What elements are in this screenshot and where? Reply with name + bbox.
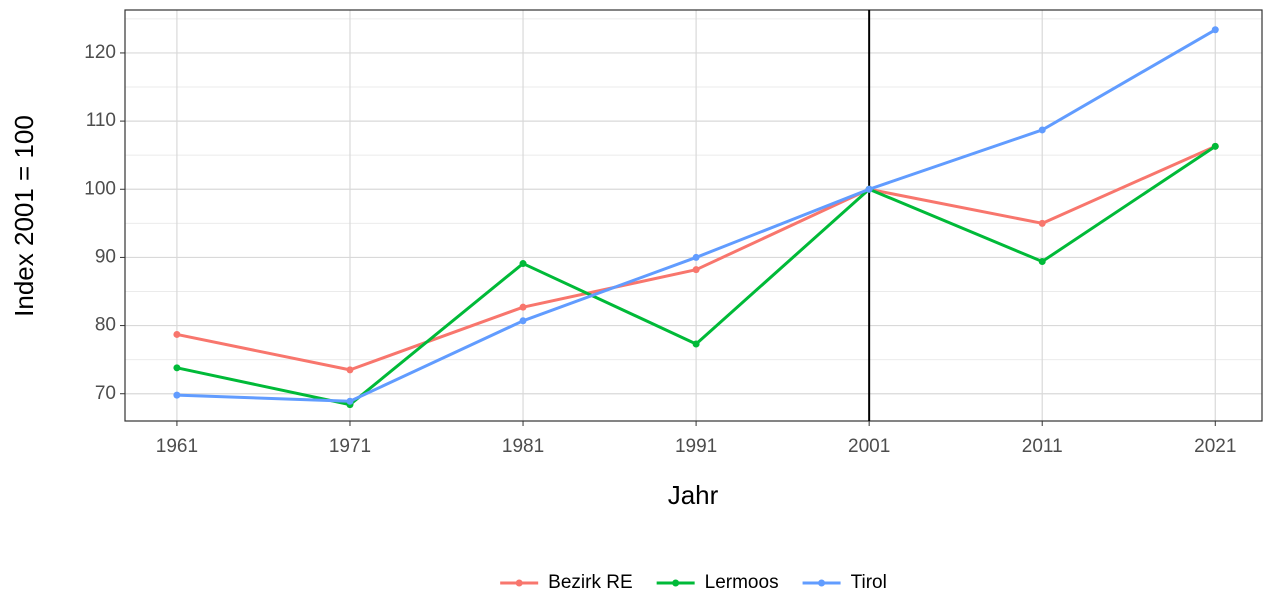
y-tick-label: 90	[95, 246, 116, 267]
x-tick-label: 1961	[156, 436, 198, 457]
x-tick-label: 2021	[1194, 436, 1236, 457]
panel-border	[124, 9, 1263, 422]
data-point	[1211, 142, 1219, 150]
y-axis-title: Index 2001 = 100	[9, 115, 39, 317]
data-point	[519, 317, 527, 325]
data-point	[692, 266, 700, 274]
data-point	[346, 397, 354, 405]
y-tick-label: 70	[95, 383, 116, 404]
legend-key-point	[672, 579, 680, 587]
legend-label: Lermoos	[705, 572, 779, 593]
x-tick-label: 1971	[329, 436, 371, 457]
data-point	[865, 185, 873, 193]
legend: Bezirk RE Lermoos Tirol	[500, 572, 887, 593]
legend-label: Tirol	[851, 572, 887, 593]
data-point	[173, 330, 181, 338]
x-tick-label: 2001	[848, 436, 890, 457]
x-axis-title: Jahr	[668, 480, 719, 510]
data-point	[346, 366, 354, 374]
x-tick-label: 1991	[675, 436, 717, 457]
data-point	[692, 340, 700, 348]
data-point	[1038, 219, 1046, 227]
y-tick-label: 120	[84, 42, 116, 63]
y-tick-label: 100	[84, 178, 116, 199]
legend-label: Bezirk RE	[548, 572, 632, 593]
data-point	[1038, 126, 1046, 134]
data-point	[692, 253, 700, 261]
legend-key-point	[515, 579, 523, 587]
y-tick-label: 80	[95, 315, 116, 336]
x-tick-label: 1981	[502, 436, 544, 457]
data-point	[1038, 258, 1046, 266]
y-tick-label: 110	[86, 110, 116, 131]
data-point	[1211, 26, 1219, 34]
x-tick-label: 2011	[1022, 436, 1063, 457]
data-point	[173, 391, 181, 399]
data-point	[519, 303, 527, 311]
legend-key-point	[818, 579, 826, 587]
data-point	[519, 260, 527, 268]
data-point	[173, 364, 181, 372]
